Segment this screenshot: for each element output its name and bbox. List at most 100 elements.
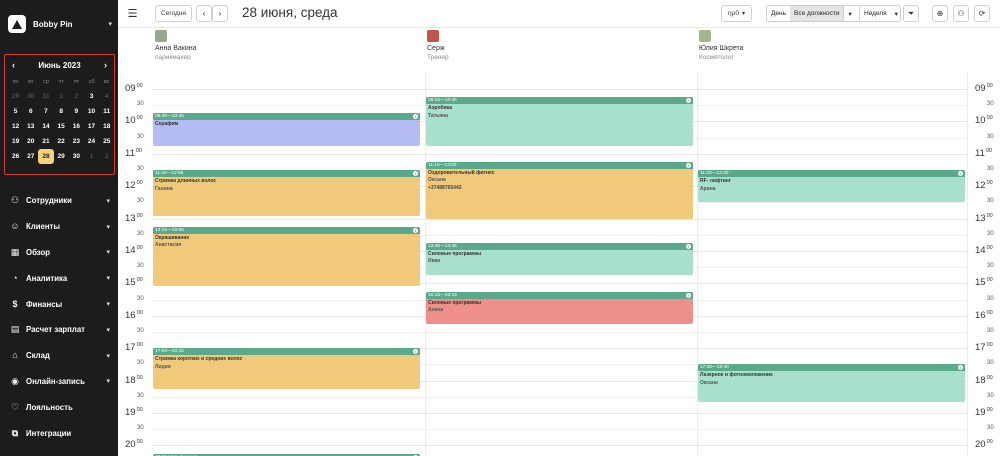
chevron-left-icon[interactable]: ‹ xyxy=(196,5,212,22)
chevron-left-icon[interactable]: ‹ xyxy=(12,60,15,70)
appointment-card[interactable]: 17:00—18:15 i Стрижка коротких и средних в… xyxy=(153,348,420,389)
calendar-day[interactable]: 31 xyxy=(42,93,50,100)
chevron-right-icon[interactable]: › xyxy=(103,60,107,70)
calendar-day[interactable]: 3 xyxy=(89,93,94,100)
zoom-icon[interactable]: ⊕ xyxy=(932,5,948,22)
calendar-day[interactable]: 21 xyxy=(42,138,50,145)
appointment-card[interactable]: 15:15—16:15 i Силовые программы Алена xyxy=(426,291,693,324)
calendar-day[interactable]: 20 xyxy=(27,138,35,145)
sidebar-item-2[interactable]: ☺ Клиенты ▾ xyxy=(0,214,118,240)
calendar-day[interactable]: 30 xyxy=(72,153,80,160)
sidebar-item-7[interactable]: ⌂ Склад ▾ xyxy=(0,343,118,369)
calendar-day[interactable]: 7 xyxy=(44,108,48,115)
info-icon[interactable]: i xyxy=(958,171,963,176)
appointment-client: Оксана xyxy=(428,177,446,184)
brand-switcher[interactable]: Bobby Pin ▾ xyxy=(8,12,112,36)
info-icon[interactable]: i xyxy=(413,171,418,176)
calendar-day[interactable]: 27 xyxy=(27,153,35,160)
half-hour-label: 30 xyxy=(987,295,994,302)
calendar-day[interactable]: 4 xyxy=(104,93,109,100)
filter-icon[interactable]: ⏷ xyxy=(903,5,919,22)
info-icon[interactable]: i xyxy=(686,243,691,249)
calendar-day[interactable]: 13 xyxy=(27,123,35,130)
appointment-card[interactable]: 11:30—12:55 i Стрижка длинных волос Галина xyxy=(153,170,420,216)
info-icon[interactable]: i xyxy=(413,454,418,456)
chevron-right-icon[interactable]: › xyxy=(212,5,228,22)
calendar-day[interactable]: 25 xyxy=(103,138,111,145)
calendar-day[interactable]: 14 xyxy=(42,123,50,130)
user-settings-icon[interactable]: ⚇ xyxy=(953,5,969,22)
info-icon[interactable]: i xyxy=(413,349,418,355)
appointment-card[interactable]: 09:45—10:45 i Серафим xyxy=(153,113,420,146)
calendar-day[interactable]: 23 xyxy=(72,138,80,145)
sidebar-item-label: Аналитика xyxy=(26,273,68,283)
appointment-card[interactable]: 13:15—15:05 i Окрашивание Анастасия xyxy=(153,226,420,287)
calendar-day[interactable]: 2 xyxy=(74,93,79,100)
info-icon[interactable]: i xyxy=(413,227,418,233)
sidebar-item-10[interactable]: ⧉ Интеграции xyxy=(0,420,118,446)
appointment-client: Татьяна xyxy=(428,112,448,119)
half-hour-label: 30 xyxy=(137,230,144,237)
today-button[interactable]: Сегодня xyxy=(155,5,192,22)
calendar-day-today[interactable]: 28 xyxy=(38,149,54,164)
info-icon[interactable]: i xyxy=(686,162,691,168)
chevron-down-icon: ▾ xyxy=(106,378,110,386)
view-segment: День Все должности ▾ xyxy=(766,5,861,22)
half-hour-label: 30 xyxy=(137,198,144,205)
calendar-day[interactable]: 2 xyxy=(104,153,109,160)
info-icon[interactable]: i xyxy=(686,98,691,104)
calendar-day[interactable]: 24 xyxy=(87,138,96,145)
calendar-day[interactable]: 16 xyxy=(72,123,80,130)
appointment-card[interactable]: 11:15—13:00 i Оздоровительный фитнес Оксана… xyxy=(426,161,693,219)
sidebar-item-4[interactable]: ◔ Аналитика ▾ xyxy=(0,265,118,291)
hour-value: 16 xyxy=(975,309,986,321)
calendar-day[interactable]: 30 xyxy=(27,93,35,100)
sidebar-item-8[interactable]: ◉ Онлайн-запись ▾ xyxy=(0,369,118,395)
refresh-icon[interactable]: ⟳ xyxy=(974,5,990,22)
calendar-day[interactable]: 1 xyxy=(89,153,94,160)
calendar-day[interactable]: 1 xyxy=(59,93,63,100)
calendar-day[interactable]: 9 xyxy=(74,108,79,115)
half-hour-label: 30 xyxy=(987,263,994,270)
appointment-card[interactable]: 17:30—18:40 i Лазерное и фотоомоложение Окс… xyxy=(698,364,965,403)
sidebar-item-5[interactable]: $ Финансы ▾ xyxy=(0,291,118,317)
menu-icon[interactable]: ☰ xyxy=(124,5,141,22)
appointment-time-text: 13:15—15:05 xyxy=(155,227,184,233)
appointment-time: 17:00—18:15 i xyxy=(153,348,420,356)
appointment-time-text: 17:00—18:15 xyxy=(155,349,184,355)
calendar-day[interactable]: 6 xyxy=(28,108,33,115)
calendar-day[interactable]: 15 xyxy=(57,123,65,130)
info-icon[interactable]: i xyxy=(413,114,418,120)
calendar-day[interactable]: 29 xyxy=(11,93,20,100)
info-icon[interactable]: i xyxy=(686,292,691,298)
calendar-day[interactable]: 11 xyxy=(103,108,111,115)
sidebar-item-3[interactable]: ▦ Обзор ▾ xyxy=(0,240,118,266)
staff-column-header[interactable]: Серж Тренер xyxy=(427,30,577,66)
calendar-day[interactable]: 19 xyxy=(11,138,20,145)
calendar-day[interactable]: 10 xyxy=(87,108,96,115)
zoom-select[interactable]: ηρ0 ▾ xyxy=(721,5,752,22)
chevron-down-icon[interactable]: ▾ xyxy=(843,6,855,21)
positions-select[interactable]: Все должности xyxy=(790,6,844,21)
calendar-day[interactable]: 26 xyxy=(11,153,20,160)
appointment-card[interactable]: 13:45—14:45 i Силовые программы Иван xyxy=(426,242,693,276)
staff-column-header[interactable]: Анна Вакина парикмахер xyxy=(155,30,305,66)
appointment-time: 09:45—10:45 i xyxy=(153,113,420,121)
sidebar-item-6[interactable]: ▤ Расчет зарплат ▾ xyxy=(0,317,118,343)
calendar-day[interactable]: 29 xyxy=(57,153,65,160)
week-view-select[interactable]: Неделя ▾ xyxy=(859,5,901,22)
calendar-day[interactable]: 12 xyxy=(11,123,20,130)
calendar-day[interactable]: 22 xyxy=(57,138,65,145)
staff-column-header[interactable]: Юлия Шкрета Косметолог xyxy=(699,30,849,66)
calendar-day[interactable]: 18 xyxy=(103,123,111,130)
calendar-day[interactable]: 17 xyxy=(87,123,96,130)
sidebar-item-1[interactable]: ⚇ Сотрудники ▾ xyxy=(0,188,118,214)
calendar-day[interactable]: 8 xyxy=(59,108,63,115)
view-day-button[interactable]: День xyxy=(771,10,786,17)
appointment-card[interactable]: 09:15—10:45 i Аэробика Татьяна xyxy=(426,97,693,146)
appointment-card[interactable]: 11:30—12:30 i RF- лифтинг Арина xyxy=(698,170,965,203)
appointment-card[interactable]: 20:15 Новый сеанс i xyxy=(153,453,420,456)
sidebar-item-9[interactable]: ♡ Лояльность xyxy=(0,394,118,420)
info-icon[interactable]: i xyxy=(958,365,963,371)
calendar-day[interactable]: 5 xyxy=(13,108,18,115)
